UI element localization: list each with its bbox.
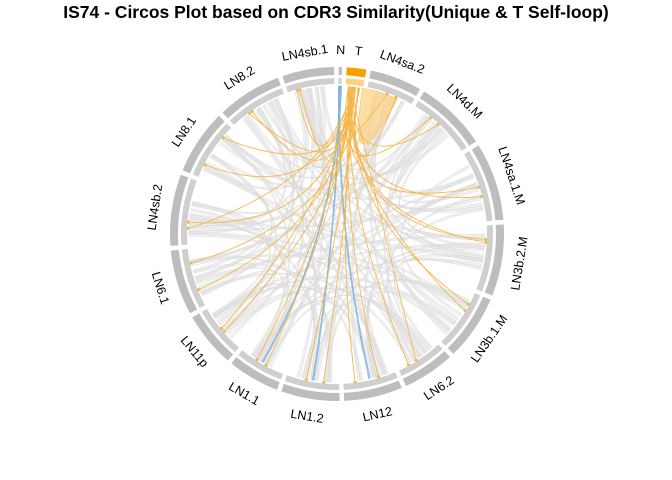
link-LN1.2-LN8.2 bbox=[256, 107, 317, 380]
link-LN8.1-LN8.2 bbox=[224, 107, 292, 180]
sector-LN6.1 bbox=[170, 249, 198, 314]
link-T-LN6.2-0 bbox=[350, 86, 417, 360]
sector-label-LN1.1: LN1.1 bbox=[226, 379, 262, 408]
sector-LN3b.1.M bbox=[447, 296, 491, 354]
chart-title: IS74 - Circos Plot based on CDR3 Similar… bbox=[63, 2, 609, 22]
sector-LN4sa.2 bbox=[369, 70, 421, 97]
sector-inner-LN4sb.2 bbox=[181, 178, 197, 246]
link-LN4sa.1.M-LN8.2 bbox=[273, 98, 483, 211]
sector-LN8.2 bbox=[222, 77, 281, 119]
sector-T bbox=[346, 67, 367, 78]
sector-inner-LN3b.1.M bbox=[441, 293, 481, 346]
link-LN11p-LN8.2 bbox=[216, 101, 295, 323]
sector-LN4sa.1.M bbox=[471, 145, 504, 221]
sector-inner-LN4sa.1.M bbox=[464, 151, 493, 222]
sector-label-LN4sa.1.M: LN4sa.1.M bbox=[495, 145, 527, 207]
sector-inner-LN8.2 bbox=[229, 88, 284, 125]
sector-label-T: T bbox=[354, 44, 364, 59]
link-LN4sa.1.M-LN4sb.2 bbox=[188, 196, 482, 231]
link-T-LN8.1-1 bbox=[205, 86, 356, 178]
sector-inner-LN11p bbox=[201, 308, 239, 353]
link-T-LN3b.2.M-0 bbox=[354, 87, 485, 243]
sector-label-LN12: LN12 bbox=[361, 404, 393, 424]
sector-inner-LN1.2 bbox=[284, 375, 340, 390]
sector-label-LN4sb.1: LN4sb.1 bbox=[281, 42, 329, 64]
sector-inner-LN12 bbox=[343, 372, 398, 390]
sector-LN4sb.1 bbox=[282, 67, 335, 84]
link-LN12-LN6.1 bbox=[193, 263, 364, 381]
sector-LN3b.2.M bbox=[484, 224, 505, 296]
link-T-LN4sb.1-0 bbox=[299, 86, 355, 162]
sector-inner-T bbox=[345, 78, 365, 87]
sector-label-LN4sa.2: LN4sa.2 bbox=[378, 47, 427, 77]
link-T-LN8.2-1 bbox=[249, 87, 356, 153]
link-T-LN4sb.2-1 bbox=[189, 86, 352, 224]
link-LN6.1-LN8.1 bbox=[201, 154, 273, 297]
sector-inner-LN3b.2.M bbox=[476, 225, 493, 292]
sector-label-N: N bbox=[336, 43, 345, 57]
link-T-LN8.2-0 bbox=[252, 86, 355, 161]
sector-inner-LN4d.M bbox=[415, 100, 467, 151]
sector-LN11p bbox=[192, 313, 234, 361]
link-T-LN4sb.1-1 bbox=[297, 86, 355, 146]
sector-LN8.1 bbox=[182, 115, 225, 174]
link-LN6.2-LN4sb.2 bbox=[188, 233, 430, 353]
sector-inner-LN4sb.1 bbox=[285, 78, 335, 93]
sector-tracks bbox=[170, 67, 505, 401]
link-LN8.1-LN4sb.1 bbox=[203, 88, 315, 190]
link-LN8.2-LN4sb.1 bbox=[246, 86, 322, 169]
link-T-LN1.2-0 bbox=[323, 86, 353, 382]
sector-label-LN8.1: LN8.1 bbox=[169, 114, 199, 150]
link-LN1.1-LN6.1 bbox=[195, 266, 285, 357]
sector-LN1.2 bbox=[281, 383, 340, 401]
sector-label-LN4sb.2: LN4sb.2 bbox=[145, 183, 166, 231]
sector-label-LN11p: LN11p bbox=[178, 333, 212, 370]
sector-LN6.2 bbox=[402, 351, 450, 387]
sector-label-LN8.2: LN8.2 bbox=[222, 63, 258, 93]
sector-label-LN6.2: LN6.2 bbox=[421, 373, 457, 403]
sector-label-LN3b.2.M: LN3b.2.M bbox=[508, 236, 530, 292]
sector-inner-LN6.1 bbox=[181, 248, 205, 309]
sector-inner-LN8.1 bbox=[192, 123, 232, 177]
link-T-LN6.1-1 bbox=[191, 87, 359, 264]
sector-inner-LN4sa.2 bbox=[367, 81, 415, 104]
sector-N bbox=[338, 67, 343, 76]
sector-label-LN6.1: LN6.1 bbox=[149, 270, 172, 306]
sector-LN4sb.2 bbox=[170, 174, 189, 246]
sector-LN4d.M bbox=[419, 91, 476, 146]
sector-inner-N bbox=[338, 78, 342, 85]
sector-LN12 bbox=[343, 380, 402, 401]
link-LN11p-LN4sb.2 bbox=[190, 208, 271, 317]
link-LN3b.2.M-LN3b.1.M bbox=[401, 257, 482, 325]
link-T-LN8.1-0 bbox=[223, 86, 353, 155]
link-LN6.1-LN4sb.1 bbox=[193, 90, 309, 273]
sector-inner-LN1.1 bbox=[238, 350, 283, 380]
sector-LN1.1 bbox=[231, 357, 280, 390]
link-LN4sb.2-LN4sb.1 bbox=[189, 91, 306, 224]
link-T-LN4sa.2-0 bbox=[350, 86, 397, 157]
sector-label-LN1.2: LN1.2 bbox=[289, 407, 324, 426]
sector-inner-LN6.2 bbox=[399, 344, 443, 377]
